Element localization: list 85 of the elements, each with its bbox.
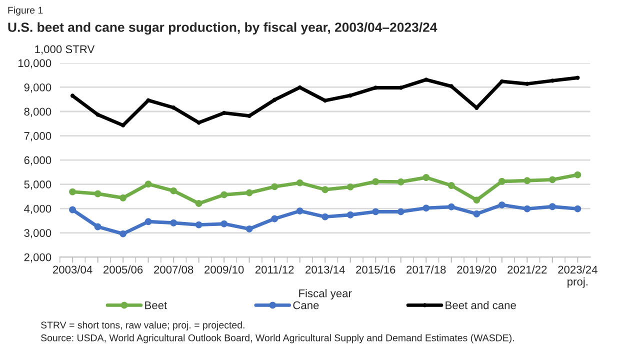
point [69,188,76,196]
x-tick-label: 2005/06 [104,265,143,274]
point [271,215,278,222]
x-axis-title: Fiscal year [299,289,352,300]
point [500,79,504,84]
y-tick-label: 5,000 [24,180,52,190]
point [346,211,354,218]
point [69,206,76,214]
point [372,178,380,186]
x-tick-label: 2021/22 [508,265,547,274]
point [196,120,201,125]
point [473,210,480,218]
point [120,123,126,128]
point [296,208,304,214]
y-tick-label: 7,000 [24,132,52,142]
source-note: Source: USDA, World Agricultural Outlook Board, World Agricultural Supply and Demand Estimates (WASDE). [41,334,514,344]
text: STRV = short tons, raw value; proj. = projected. [41,321,244,330]
point [94,223,102,230]
x-tick-label: 2009/10 [204,265,244,274]
point [449,84,454,88]
point [574,171,582,178]
point [548,176,556,184]
chart-title: U.S. beet and cane sugar production, by fiscal year, 2003/04–2023/24 [8,22,438,35]
point [550,78,554,83]
point [247,114,252,118]
point [246,225,253,232]
point [473,196,480,204]
point [171,106,176,110]
point [220,220,228,228]
point [170,187,178,194]
point [448,182,455,189]
point [144,180,152,188]
y-tick-label: 10,000 [18,59,52,68]
point [576,76,580,80]
x-tick-label: 2007/08 [154,265,194,274]
point [170,219,178,226]
legend-label: Beet [145,301,168,310]
point [246,189,253,196]
point [548,203,556,210]
y-tick-label: 2,000 [24,253,52,263]
point [524,205,531,212]
point [422,204,430,212]
point [272,98,277,102]
point [322,213,329,220]
point [372,208,380,216]
point [195,200,202,207]
point [397,178,404,186]
point [424,78,428,82]
point [422,174,430,181]
point [70,94,75,98]
point [498,201,506,208]
point [296,179,304,186]
point [96,112,100,117]
y-tick-label: 9,000 [24,84,52,93]
caption: Figure 1 [8,6,43,16]
point [524,177,531,184]
x-tick-label: 2019/20 [457,265,496,274]
legend-label: Beet and cane [446,301,516,310]
point [120,194,127,202]
point [120,230,127,238]
x-tick-label: 2015/16 [356,265,396,274]
point [323,98,328,103]
point [322,186,329,194]
point [94,190,102,198]
x-tick-label: 2003/04 [53,265,92,274]
y-tick-label: 8,000 [24,108,52,117]
x-tick-label: 2023/24 proj. [558,265,598,288]
x-tick-label: 2013/14 [306,265,345,274]
point [144,218,152,226]
point [448,203,455,210]
point [146,98,150,102]
point [271,183,278,190]
y-tick-label: 3,000 [24,229,52,238]
legend-label: Cane [293,301,319,310]
y-tick-label: 4,000 [24,204,52,214]
point [574,205,582,212]
point [397,208,404,216]
x-tick-label: 2011/12 [255,265,294,274]
point [498,178,506,185]
x-tick-label: 2017/18 [406,265,446,274]
y-axis-title: 1,000 STRV [35,45,95,54]
y-tick-label: 6,000 [24,156,52,166]
point [346,183,354,190]
point [220,191,228,198]
point [195,221,202,228]
